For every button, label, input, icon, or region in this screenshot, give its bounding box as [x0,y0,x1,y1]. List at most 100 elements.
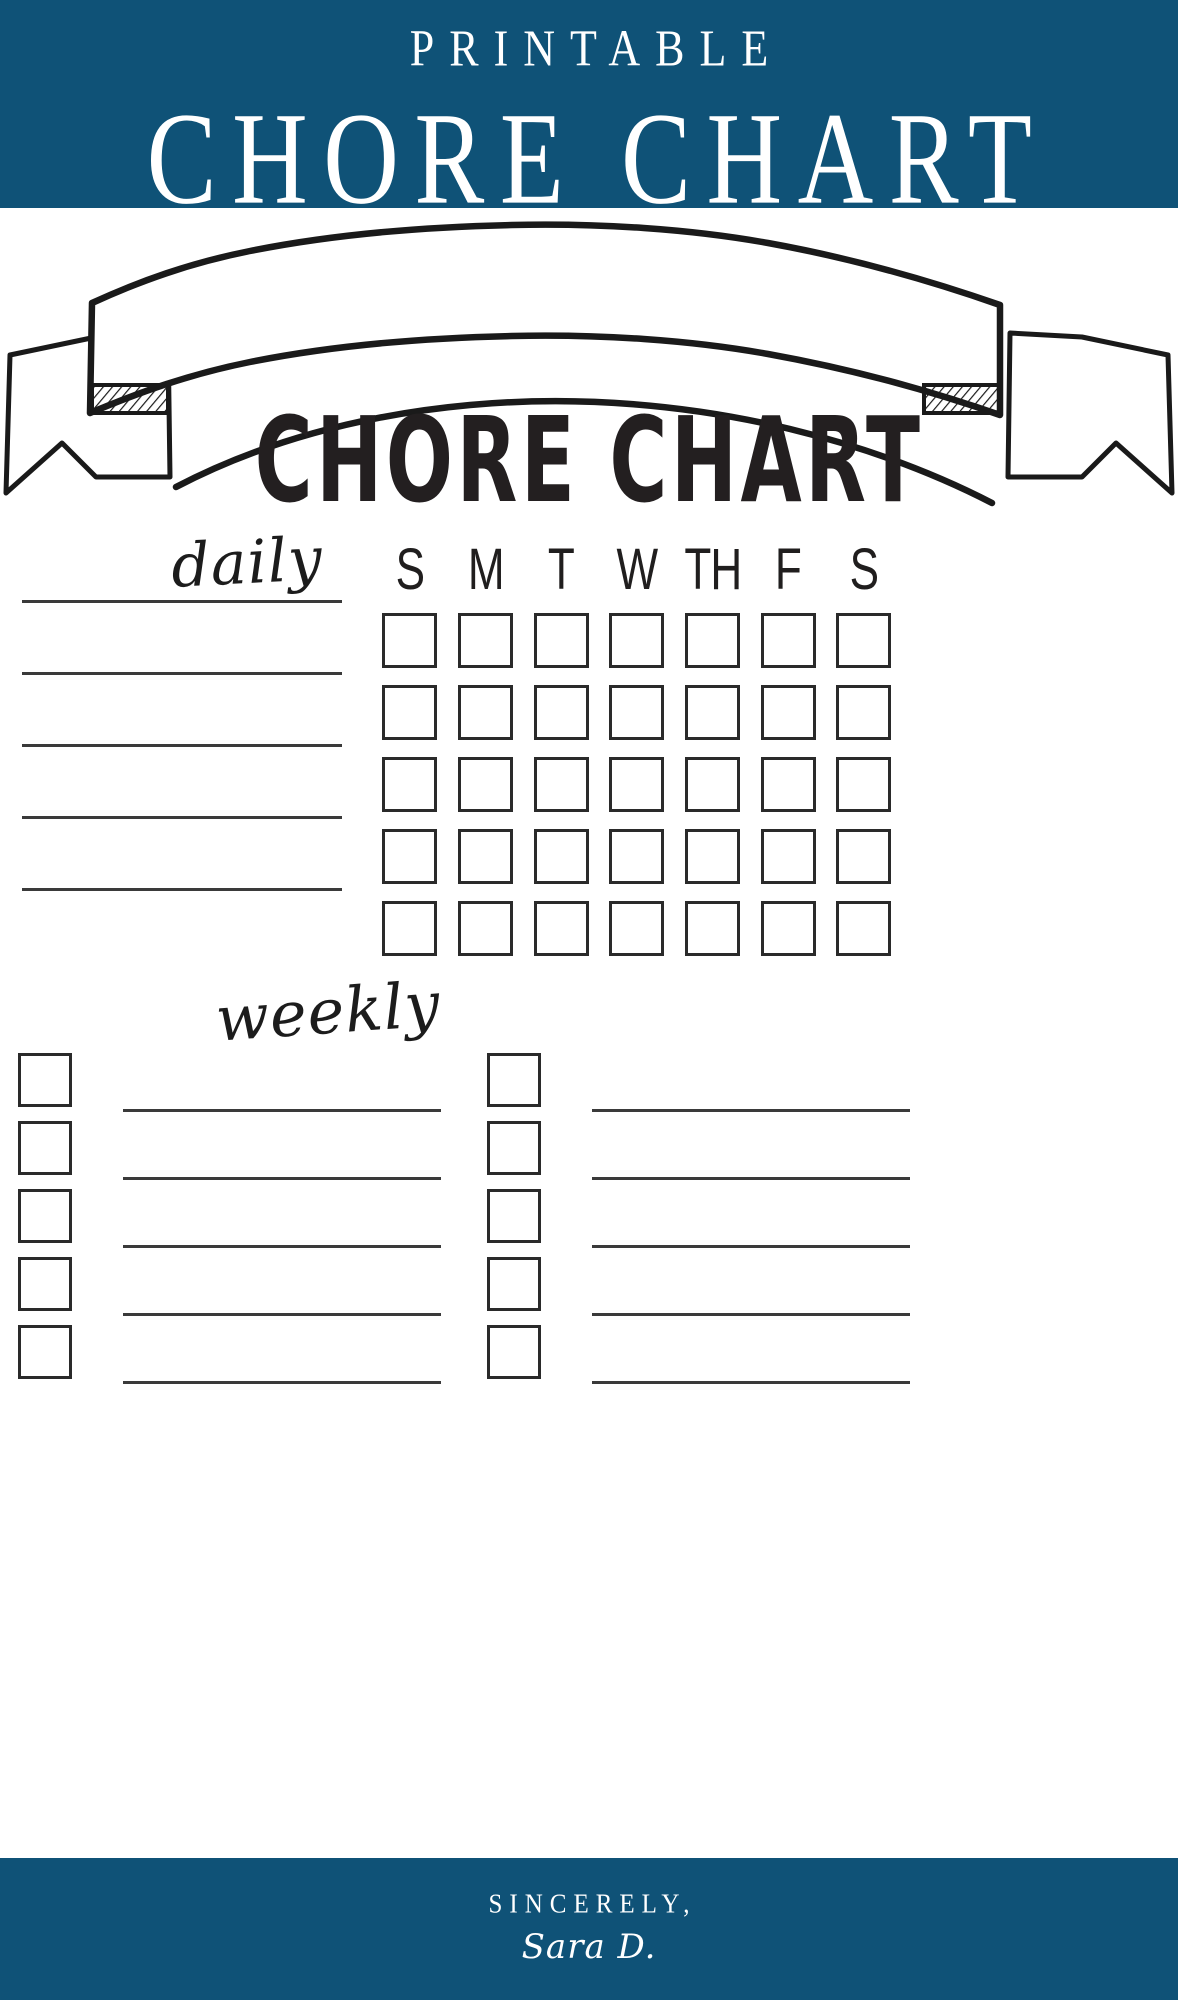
page-title: CHORE CHART [146,86,1048,233]
daily-grid-cell [750,829,826,901]
daily-grid-row [372,901,902,973]
empty-checkbox-icon[interactable] [685,757,741,812]
empty-checkbox-icon[interactable] [382,757,438,812]
daily-grid-cell [599,901,675,973]
daily-grid-cell [372,901,448,973]
weekly-row [18,1325,488,1393]
day-header-monday: M [467,537,505,602]
empty-checkbox-icon[interactable] [18,1257,72,1311]
weekly-write-in-line[interactable] [592,1381,910,1384]
weekly-write-in-line[interactable] [123,1177,441,1180]
empty-checkbox-icon[interactable] [382,829,438,884]
empty-checkbox-icon[interactable] [685,829,741,884]
empty-checkbox-icon[interactable] [533,613,589,668]
empty-checkbox-icon[interactable] [533,685,589,740]
weekly-write-in-line[interactable] [592,1245,910,1248]
empty-checkbox-icon[interactable] [533,829,589,884]
weekly-write-in-line[interactable] [592,1109,910,1112]
daily-grid-cell [599,757,675,829]
empty-checkbox-icon[interactable] [760,613,816,668]
daily-grid-cell [372,685,448,757]
weekly-row [487,1121,957,1189]
daily-grid-row [372,613,902,685]
empty-checkbox-icon[interactable] [382,613,438,668]
daily-line[interactable] [22,744,342,747]
daily-grid-cell [675,757,751,829]
empty-checkbox-icon[interactable] [685,901,741,956]
empty-checkbox-icon[interactable] [609,901,665,956]
empty-checkbox-icon[interactable] [760,901,816,956]
empty-checkbox-icon[interactable] [836,757,892,812]
empty-checkbox-icon[interactable] [609,613,665,668]
daily-grid-cell [675,829,751,901]
empty-checkbox-icon[interactable] [458,901,514,956]
empty-checkbox-icon[interactable] [609,757,665,812]
weekly-row [18,1189,488,1257]
daily-grid-cell [599,613,675,685]
empty-checkbox-icon[interactable] [382,685,438,740]
weekly-row [487,1257,957,1325]
empty-checkbox-icon[interactable] [836,613,892,668]
empty-checkbox-icon[interactable] [609,829,665,884]
empty-checkbox-icon[interactable] [836,901,892,956]
weekly-write-in-line[interactable] [123,1381,441,1384]
daily-grid-cell [372,757,448,829]
daily-grid-cell [750,901,826,973]
day-header-saturday: S [849,537,879,602]
header-kicker: PRINTABLE [409,19,784,78]
ribbon-banner [0,215,1178,515]
daily-write-in-lines [22,600,342,960]
weekly-write-in-line[interactable] [592,1313,910,1316]
weekly-write-in-line[interactable] [123,1109,441,1112]
empty-checkbox-icon[interactable] [487,1189,541,1243]
weekly-write-in-line[interactable] [123,1313,441,1316]
empty-checkbox-icon[interactable] [609,685,665,740]
empty-checkbox-icon[interactable] [685,685,741,740]
empty-checkbox-icon[interactable] [533,757,589,812]
weekly-write-in-line[interactable] [123,1245,441,1248]
empty-checkbox-icon[interactable] [487,1053,541,1107]
empty-checkbox-icon[interactable] [760,757,816,812]
daily-line[interactable] [22,600,342,603]
daily-grid-row [372,685,902,757]
daily-grid-row [372,829,902,901]
daily-grid-cell [448,829,524,901]
weekly-column-right [487,1053,957,1393]
empty-checkbox-icon[interactable] [18,1121,72,1175]
page-footer: SINCERELY, Sara D. [0,1442,1178,2000]
empty-checkbox-icon[interactable] [458,613,514,668]
daily-grid-cell [675,901,751,973]
empty-checkbox-icon[interactable] [487,1121,541,1175]
empty-checkbox-icon[interactable] [533,901,589,956]
daily-grid-cell [448,613,524,685]
empty-checkbox-icon[interactable] [18,1189,72,1243]
daily-grid-cell [826,829,902,901]
empty-checkbox-icon[interactable] [487,1257,541,1311]
empty-checkbox-icon[interactable] [836,685,892,740]
daily-line[interactable] [22,816,342,819]
empty-checkbox-icon[interactable] [18,1325,72,1379]
daily-line[interactable] [22,888,342,891]
empty-checkbox-icon[interactable] [382,901,438,956]
daily-grid-cell [448,901,524,973]
daily-grid-cell [750,685,826,757]
ribbon-banner-icon [3,221,1175,507]
empty-checkbox-icon[interactable] [760,685,816,740]
banner-handwritten-title: CHORE CHART [254,392,924,529]
daily-grid-cell [523,901,599,973]
daily-grid-cell [448,685,524,757]
weekly-write-in-line[interactable] [592,1177,910,1180]
empty-checkbox-icon[interactable] [458,757,514,812]
empty-checkbox-icon[interactable] [487,1325,541,1379]
day-header-tuesday: T [548,537,575,602]
day-header-row: S M T W TH F S [372,536,902,602]
daily-grid-cell [599,829,675,901]
empty-checkbox-icon[interactable] [760,829,816,884]
empty-checkbox-icon[interactable] [458,829,514,884]
empty-checkbox-icon[interactable] [18,1053,72,1107]
empty-checkbox-icon[interactable] [836,829,892,884]
empty-checkbox-icon[interactable] [458,685,514,740]
footer-kicker: SINCERELY, [488,1889,697,1920]
empty-checkbox-icon[interactable] [685,613,741,668]
daily-line[interactable] [22,672,342,675]
